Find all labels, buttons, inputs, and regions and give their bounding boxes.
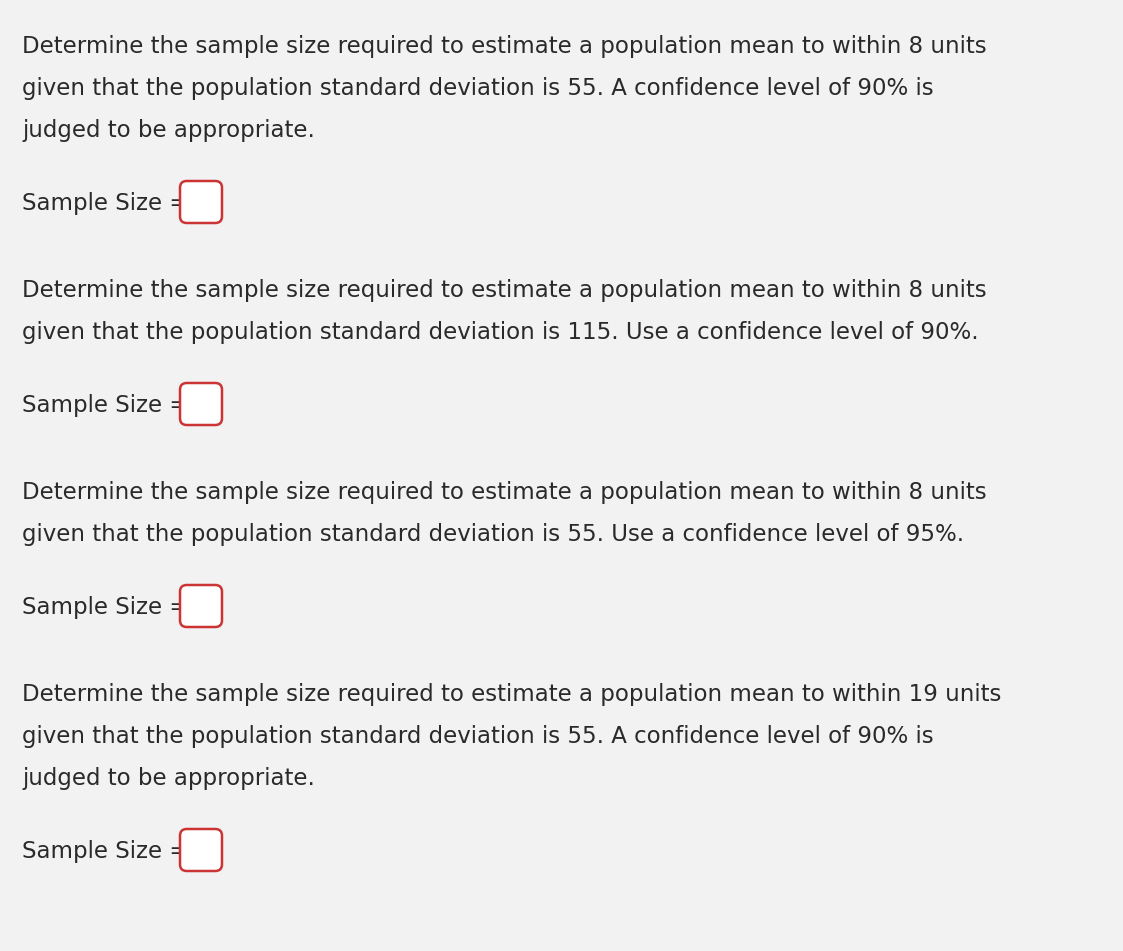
Text: judged to be appropriate.: judged to be appropriate. [22, 120, 314, 143]
Text: judged to be appropriate.: judged to be appropriate. [22, 767, 314, 790]
Text: given that the population standard deviation is 55. Use a confidence level of 95: given that the population standard devia… [22, 523, 965, 547]
Text: Sample Size =: Sample Size = [22, 840, 189, 863]
Text: given that the population standard deviation is 55. A confidence level of 90% is: given that the population standard devia… [22, 726, 933, 748]
Text: Sample Size =: Sample Size = [22, 595, 189, 619]
FancyBboxPatch shape [180, 383, 222, 425]
Text: Sample Size =: Sample Size = [22, 192, 189, 215]
Text: given that the population standard deviation is 115. Use a confidence level of 9: given that the population standard devia… [22, 321, 978, 344]
Text: Sample Size =: Sample Size = [22, 394, 189, 417]
Text: Determine the sample size required to estimate a population mean to within 8 uni: Determine the sample size required to es… [22, 481, 987, 504]
Text: Determine the sample size required to estimate a population mean to within 8 uni: Determine the sample size required to es… [22, 35, 987, 59]
FancyBboxPatch shape [180, 181, 222, 223]
Text: Determine the sample size required to estimate a population mean to within 19 un: Determine the sample size required to es… [22, 684, 1002, 707]
Text: Determine the sample size required to estimate a population mean to within 8 uni: Determine the sample size required to es… [22, 280, 987, 302]
FancyBboxPatch shape [180, 829, 222, 871]
Text: given that the population standard deviation is 55. A confidence level of 90% is: given that the population standard devia… [22, 77, 933, 101]
FancyBboxPatch shape [180, 585, 222, 627]
